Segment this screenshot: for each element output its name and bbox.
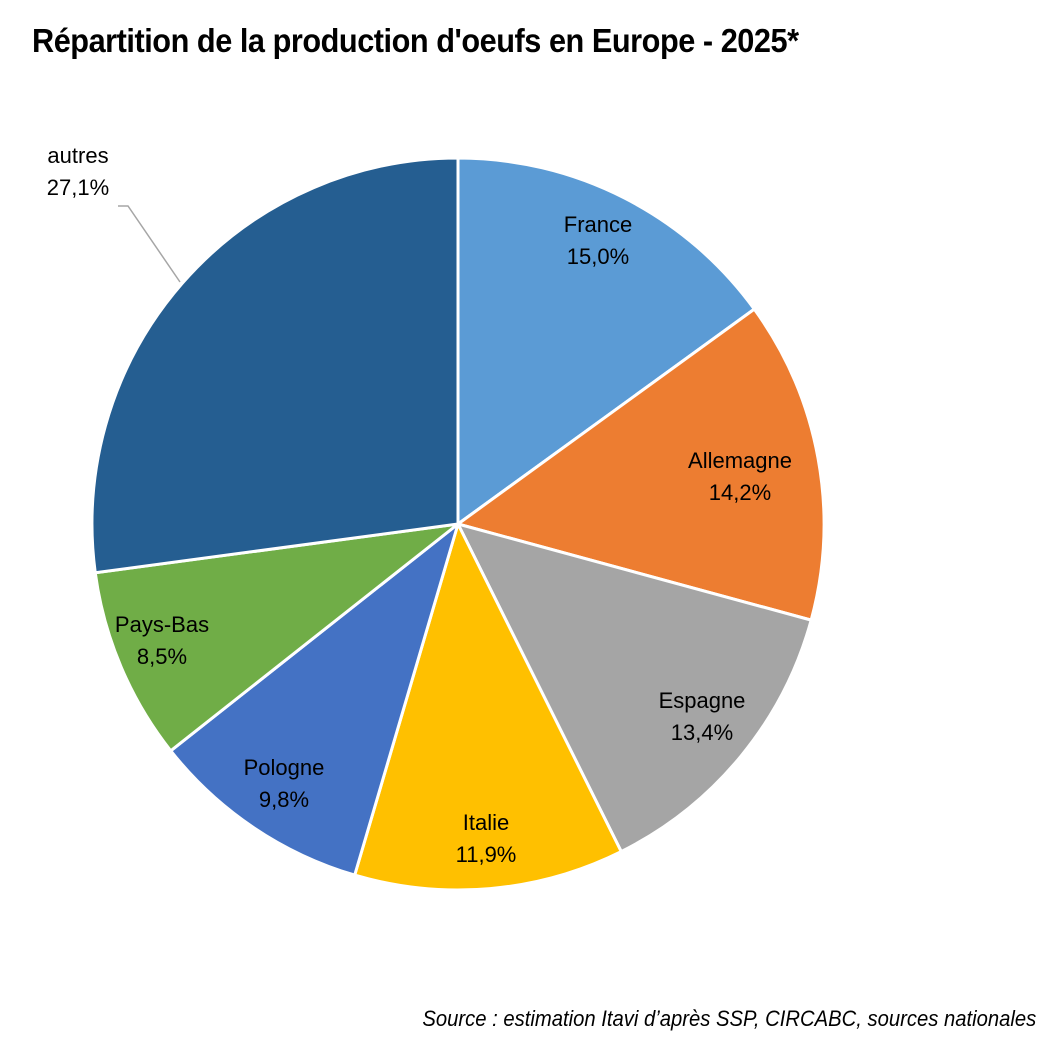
- pie-slice-italie: [353, 522, 623, 892]
- slice-value-autres: 27,1%: [47, 175, 109, 200]
- leader-line-autres: [118, 205, 181, 283]
- slice-name-italie: Italie: [463, 810, 509, 835]
- data-label-pays-bas: Pays-Bas 8,5%: [115, 612, 209, 669]
- data-label-espagne: Espagne 13,4%: [659, 688, 746, 745]
- chart-source-note: Source : estimation Itavi d’après SSP, C…: [422, 1006, 1036, 1031]
- pie-slice-allemagne: [456, 307, 826, 622]
- data-label-italie: Italie 11,9%: [456, 810, 517, 867]
- slice-name-autres: autres: [47, 143, 108, 168]
- chart-title: Répartition de la production d'oeufs en …: [32, 22, 799, 59]
- data-label-allemagne: Allemagne 14,2%: [688, 448, 792, 505]
- pie-slice-espagne: [456, 522, 813, 854]
- slice-value-pays-bas: 8,5%: [137, 644, 187, 669]
- slice-value-italie: 11,9%: [456, 842, 517, 867]
- slice-value-pologne: 9,8%: [259, 787, 309, 812]
- pie-slice-pologne: [169, 522, 460, 877]
- data-label-autres: autres 27,1%: [47, 143, 109, 200]
- pie-slice-france: [456, 156, 756, 526]
- data-label-france: France 15,0%: [564, 212, 632, 269]
- slice-name-pays-bas: Pays-Bas: [115, 612, 209, 637]
- slice-value-france: 15,0%: [567, 244, 629, 269]
- pie-slice-pays-bas: [93, 522, 460, 753]
- slice-name-espagne: Espagne: [659, 688, 746, 713]
- slice-value-espagne: 13,4%: [671, 720, 733, 745]
- pie-slice-autres: [90, 156, 460, 575]
- data-label-pologne: Pologne 9,8%: [244, 755, 325, 812]
- slice-name-france: France: [564, 212, 632, 237]
- slice-name-allemagne: Allemagne: [688, 448, 792, 473]
- slice-name-pologne: Pologne: [244, 755, 325, 780]
- slice-value-allemagne: 14,2%: [709, 480, 771, 505]
